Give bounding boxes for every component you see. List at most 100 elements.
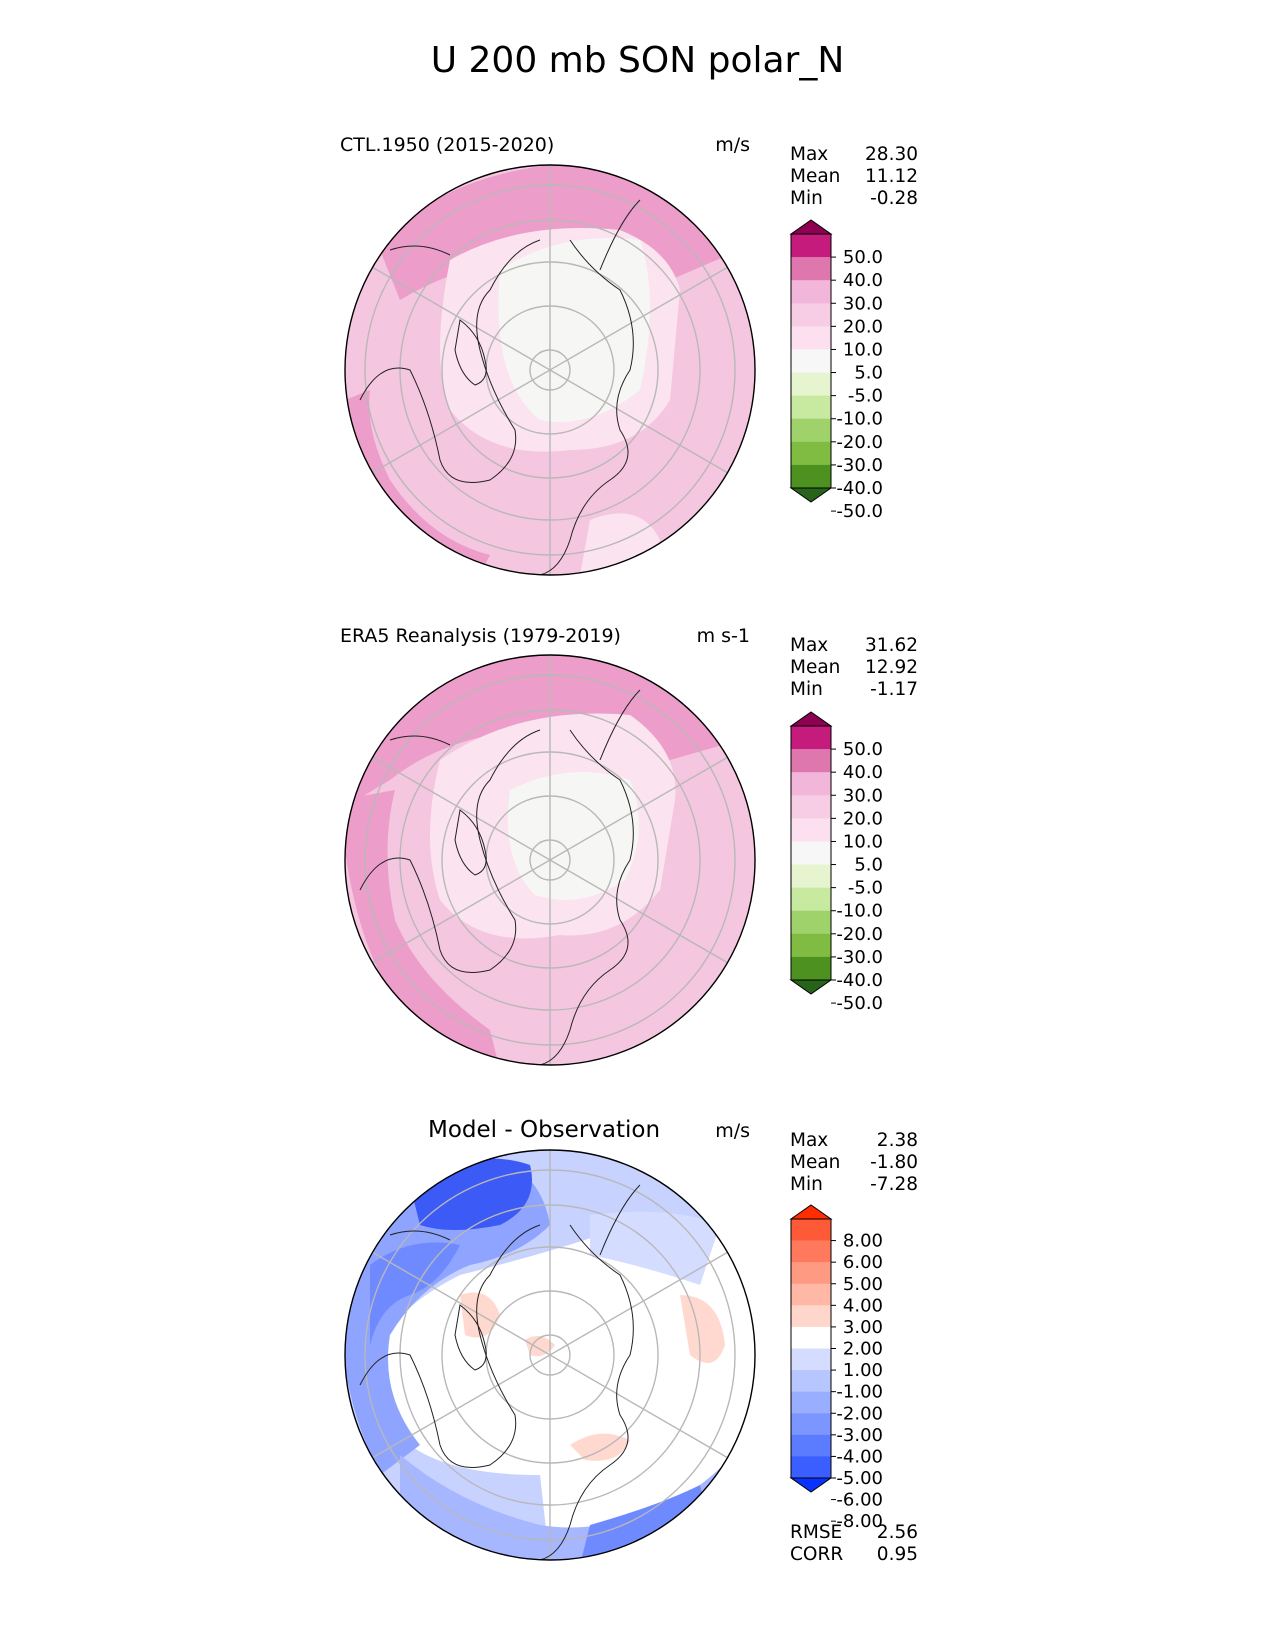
polar-map-obs <box>344 654 756 1066</box>
colorbar-tick-label: -5.0 <box>848 878 883 899</box>
colorbar-tick-label: 40.0 <box>843 270 883 291</box>
colorbar-segment <box>791 1370 831 1392</box>
colorbar-extension-top <box>789 1204 833 1220</box>
colorbar-tick-label: -6.00 <box>836 1490 883 1511</box>
colorbar-tick-label: 1.00 <box>843 1360 883 1381</box>
colorbar-segment <box>791 372 831 396</box>
colorbar-tick-label: -8.00 <box>836 1511 883 1532</box>
colorbar-segment <box>791 395 831 420</box>
colorbar-model: 50.040.030.020.010.0 5.0-5.0-10.0-20.0-30… <box>789 219 883 522</box>
stat-label: Mean <box>790 1152 841 1173</box>
colorbar-segment <box>791 841 831 865</box>
stat-label: RMSE <box>790 1522 843 1543</box>
stats-box-diff-metrics: RMSE 2.56 CORR 0.95 <box>790 1522 918 1566</box>
colorbar-segment <box>791 818 831 842</box>
colorbar-tick-label: -1.00 <box>836 1382 883 1403</box>
stat-label: Min <box>790 679 823 700</box>
stat-value: 31.62 <box>865 635 918 656</box>
colorbar-segment <box>791 257 831 281</box>
polar-map-model <box>344 164 756 576</box>
polar-map-diff <box>344 1149 756 1561</box>
colorbar-segment <box>791 887 831 912</box>
colorbar-tick-label: -10.0 <box>836 409 883 430</box>
colorbar-segment <box>791 303 831 327</box>
stat-label: Min <box>790 188 823 209</box>
stat-label: Mean <box>790 657 841 678</box>
panel-units-diff: m/s <box>715 1120 750 1142</box>
colorbar-segment <box>791 1262 831 1285</box>
colorbar-tick-label: 6.00 <box>843 1252 883 1273</box>
colorbar-tick-label: -10.0 <box>836 901 883 922</box>
figure-title: U 200 mb SON polar_N <box>430 40 845 81</box>
colorbar-tick-label: 20.0 <box>843 316 883 337</box>
colorbar-tick-label: -5.0 <box>848 386 883 407</box>
colorbar-tick-label: 4.00 <box>843 1295 883 1316</box>
colorbar-segment <box>791 1326 831 1349</box>
stat-value: 12.92 <box>865 657 918 678</box>
colorbar-tick-label: 5.0 <box>854 363 883 384</box>
colorbar-segment <box>791 956 831 981</box>
colorbar-segment <box>791 1348 831 1371</box>
stat-value: -0.28 <box>870 188 918 209</box>
colorbar-extension-top <box>789 219 833 235</box>
stat-label: CORR <box>790 1544 844 1565</box>
colorbar-segment <box>791 726 831 750</box>
colorbar-segment <box>791 1305 831 1328</box>
panel-title-diff: Model - Observation <box>428 1117 661 1143</box>
colorbar-tick-label: -40.0 <box>836 970 883 991</box>
colorbar-tick-label: 5.0 <box>854 855 883 876</box>
colorbar-segment <box>791 749 831 773</box>
colorbar-tick-label: 20.0 <box>843 808 883 829</box>
colorbar-tick-label: 40.0 <box>843 762 883 783</box>
stat-value: 0.95 <box>876 1544 918 1565</box>
panel-units-obs: m s-1 <box>696 625 750 647</box>
colorbar-tick-label: 50.0 <box>843 247 883 268</box>
stat-label: Max <box>790 635 829 656</box>
stat-value: 28.30 <box>865 144 918 165</box>
stat-label: Mean <box>790 166 841 187</box>
colorbar-tick-label: -2.00 <box>836 1403 883 1424</box>
colorbar-obs: 50.040.030.020.010.0 5.0-5.0-10.0-20.0-30… <box>789 711 883 1014</box>
stats-box-diff: Max 2.38 Mean -1.80 Min -7.28 <box>790 1130 918 1196</box>
stat-label: Max <box>790 144 829 165</box>
colorbar-segment <box>791 326 831 350</box>
colorbar-tick-label: 5.00 <box>843 1274 883 1295</box>
colorbar-segment <box>791 280 831 304</box>
stat-value: 2.56 <box>876 1522 918 1543</box>
stat-value: -1.17 <box>870 679 918 700</box>
panel-title-model: CTL.1950 (2015-2020) <box>340 134 555 156</box>
colorbar-extension-top <box>789 711 833 727</box>
panel-title-obs: ERA5 Reanalysis (1979-2019) <box>340 625 621 647</box>
colorbar-tick-label: 2.00 <box>843 1339 883 1360</box>
stat-value: -7.28 <box>870 1174 918 1195</box>
colorbar-segment <box>791 864 831 888</box>
colorbar-tick-label: 30.0 <box>843 785 883 806</box>
colorbar-tick-label: 10.0 <box>843 339 883 360</box>
colorbar-segment <box>791 1413 831 1436</box>
colorbar-tick-label: -20.0 <box>836 432 883 453</box>
colorbar-tick-label: -30.0 <box>836 455 883 476</box>
colorbar-tick-label: -50.0 <box>836 501 883 522</box>
colorbar-segment <box>791 441 831 466</box>
stat-value: 11.12 <box>865 166 918 187</box>
colorbar-segment <box>791 234 831 258</box>
stat-label: Max <box>790 1130 829 1151</box>
colorbar-extension-bottom <box>789 487 833 503</box>
colorbar-tick-label: 30.0 <box>843 293 883 314</box>
stat-value: -1.80 <box>870 1152 918 1173</box>
stats-box-obs: Max 31.62 Mean 12.92 Min -1.17 <box>790 635 918 701</box>
colorbar-tick-label: -3.00 <box>836 1425 883 1446</box>
colorbar-segment <box>791 795 831 819</box>
colorbar-segment <box>791 910 831 935</box>
stats-box-model: Max 28.30 Mean 11.12 Min -0.28 <box>790 144 918 210</box>
colorbar-tick-label: 8.00 <box>843 1231 883 1252</box>
colorbar-tick-label: 10.0 <box>843 831 883 852</box>
colorbar-segment <box>791 1219 831 1241</box>
colorbar-segment <box>791 1391 831 1414</box>
stat-label: Min <box>790 1174 823 1195</box>
colorbar-tick-label: -30.0 <box>836 947 883 968</box>
colorbar-outline <box>790 725 832 981</box>
colorbar-segment <box>791 772 831 796</box>
colorbar-outline <box>790 233 832 489</box>
stat-value: 2.38 <box>876 1130 918 1151</box>
